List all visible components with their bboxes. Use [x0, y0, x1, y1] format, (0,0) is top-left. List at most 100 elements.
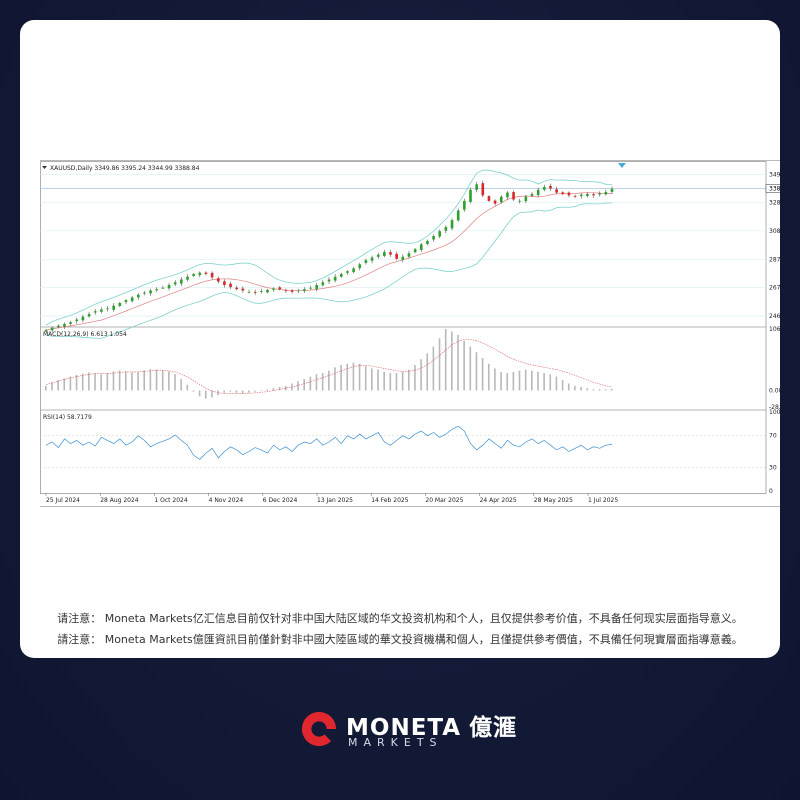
price-tick-label: 2670.80: [769, 285, 780, 292]
middle-band-line: [45, 192, 612, 331]
macd-histogram-bar: [567, 383, 570, 391]
candle-body: [419, 244, 423, 250]
macd-histogram-bar: [457, 334, 459, 391]
candle-body: [136, 294, 140, 298]
candle-body: [118, 302, 122, 306]
macd-histogram-bar: [549, 374, 552, 391]
macd-histogram-bar: [346, 363, 349, 391]
macd-histogram-bar: [100, 374, 102, 391]
candle-body: [216, 278, 220, 282]
macd-histogram-bar: [580, 386, 582, 391]
macd-header: MACD(12,26,9) 6.613 1.054: [43, 331, 127, 338]
brand-wordmark: MONETA 億滙: [346, 708, 517, 742]
brand-name: MONETA: [346, 715, 462, 741]
macd-histogram-bar: [321, 373, 324, 391]
candle-body: [63, 323, 66, 327]
candle-body: [536, 189, 540, 196]
disclaimer-simplified: 请注意： Moneta Markets亿汇信息目前仅针对非中国大陆区域的华文投资…: [57, 612, 743, 625]
candle-body: [481, 183, 485, 196]
candle-body: [81, 316, 85, 321]
macd-histogram-bar: [266, 389, 269, 391]
macd-histogram-bar: [303, 378, 305, 391]
macd-histogram-bar: [81, 373, 84, 391]
macd-histogram-bar: [432, 346, 435, 391]
macd-histogram-bar: [481, 358, 484, 391]
price-tick-label: 2465.00: [769, 313, 780, 320]
candle-body: [229, 283, 232, 288]
candle-body: [186, 276, 189, 280]
candle-body: [370, 257, 374, 261]
macd-histogram-bar: [524, 369, 527, 391]
macd-histogram-bar: [414, 364, 416, 391]
macd-histogram-bar: [180, 378, 182, 391]
macd-histogram-bar: [223, 390, 226, 393]
candle-body: [432, 236, 435, 240]
candle-body: [426, 240, 429, 245]
candle-body: [223, 281, 226, 285]
candle-body: [161, 287, 165, 289]
macd-histogram-bar: [592, 389, 595, 391]
price-tick-label: 2876.60: [769, 256, 780, 263]
candle-body: [130, 297, 134, 302]
macd-tick-label: 106.105: [769, 326, 780, 333]
macd-histogram-bar: [161, 370, 164, 391]
macd-histogram-bar: [204, 390, 207, 399]
macd-histogram-bar: [88, 372, 90, 391]
macd-histogram-bar: [174, 374, 176, 391]
macd-histogram-bar: [198, 390, 201, 397]
candle-body: [376, 254, 380, 257]
macd-histogram-bar: [463, 340, 465, 391]
candle-body: [180, 279, 183, 284]
macd-histogram-bar: [611, 388, 613, 391]
macd-histogram-bar: [469, 346, 472, 391]
macd-histogram-bar: [118, 370, 121, 391]
macd-histogram-bar: [518, 370, 521, 391]
macd-histogram-bar: [334, 367, 336, 391]
macd-histogram-bar: [604, 389, 607, 391]
macd-histogram-bar: [278, 386, 281, 391]
macd-histogram-bar: [586, 388, 588, 391]
candle-body: [413, 249, 417, 253]
rsi-tick-label: 70: [769, 433, 777, 440]
candle-body: [155, 289, 159, 291]
macd-histogram-bar: [186, 384, 189, 391]
macd-histogram-bar: [241, 390, 244, 394]
rsi-tick-label: 100: [769, 409, 780, 416]
date-tick-label: 14 Feb 2025: [371, 497, 409, 504]
candles: [44, 180, 614, 333]
macd-histogram-bar: [598, 389, 601, 391]
candle-body: [173, 282, 177, 285]
rsi-header: RSI(14) 58.7179: [43, 414, 92, 421]
macd-tick-label: -28.533: [769, 404, 780, 411]
candle-body: [241, 288, 245, 291]
macd-histogram-bar: [377, 369, 379, 391]
candle-body: [438, 231, 442, 237]
last-price-label: 3388.84: [769, 186, 780, 193]
candle-body: [598, 193, 601, 195]
candle-body: [75, 319, 79, 322]
candle-body: [499, 196, 503, 203]
candle-body: [106, 308, 109, 310]
macd-histogram-bar: [512, 371, 515, 391]
macd-histogram-bar: [57, 380, 59, 391]
candle-body: [260, 291, 263, 293]
macd-histogram-bar: [155, 369, 158, 391]
brand-logo: MONETA 億滙 MARKETS: [300, 708, 520, 752]
macd-histogram-bar: [112, 371, 115, 391]
candle-body: [444, 227, 448, 231]
date-tick-label: 1 Oct 2024: [154, 497, 187, 504]
header-arrow-icon: [42, 166, 47, 169]
macd-histogram-bar: [383, 371, 385, 391]
macd-histogram-bar: [211, 390, 213, 398]
candle-body: [401, 256, 405, 260]
macd-panel: [45, 329, 613, 399]
candle-body: [149, 290, 152, 294]
candle-body: [284, 289, 288, 291]
disclaimer-traditional: 請注意： Moneta Markets億匯資訊目前僅針對非中國大陸區域的華文投資…: [57, 633, 743, 646]
date-tick-label: 6 Dec 2024: [263, 497, 298, 504]
macd-histogram-bar: [537, 371, 539, 391]
candle-body: [512, 192, 515, 200]
candle-body: [573, 195, 577, 197]
candle-body: [247, 291, 251, 293]
candle-body: [340, 273, 343, 277]
